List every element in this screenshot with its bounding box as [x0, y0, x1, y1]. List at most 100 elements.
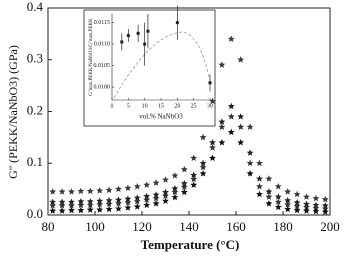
data-point [312, 194, 320, 202]
data-point [96, 197, 104, 204]
data-point [293, 198, 301, 206]
data-point [284, 201, 292, 208]
data-point [218, 123, 226, 130]
data-point [190, 181, 198, 188]
data-point [246, 149, 254, 156]
data-point [199, 159, 207, 167]
data-point [152, 194, 160, 202]
x-tick-label: 200 [320, 219, 340, 234]
data-point [126, 34, 130, 37]
inset-y-tick-label: 0.0110 [94, 41, 110, 47]
data-point [227, 113, 235, 120]
inset-y-tick-label: 0.0115 [94, 20, 110, 26]
data-point [58, 207, 66, 214]
data-point [171, 185, 179, 192]
data-point [209, 144, 216, 151]
data-point [124, 198, 132, 206]
data-point [246, 159, 254, 167]
data-point [152, 179, 160, 186]
data-point [105, 205, 113, 213]
data-point [49, 188, 57, 195]
data-point [58, 188, 66, 195]
y-tick-label: 0.1 [27, 154, 43, 169]
data-point [77, 201, 85, 209]
data-point [120, 40, 124, 44]
data-point [133, 194, 141, 201]
data-point [86, 197, 94, 205]
data-point [152, 191, 160, 198]
data-point [96, 206, 104, 213]
data-point [171, 172, 179, 179]
data-point [152, 200, 160, 207]
data-point [180, 165, 188, 173]
data-point [68, 206, 75, 214]
data-point [86, 206, 94, 213]
y-tick-label: 0.2 [27, 102, 43, 117]
data-point [86, 201, 94, 209]
data-point [115, 185, 122, 193]
data-point [190, 171, 198, 179]
data-point [218, 118, 226, 125]
data-point [208, 81, 212, 85]
data-point [303, 193, 310, 200]
data-point [209, 97, 216, 105]
data-point [274, 203, 282, 211]
inset-frame [83, 9, 216, 127]
data-point [115, 196, 122, 203]
data-point [199, 170, 207, 177]
data-point [49, 207, 57, 214]
data-point [133, 197, 141, 205]
data-point [124, 184, 132, 191]
x-tick-label: 80 [42, 219, 55, 234]
inset-y-tick-label: 0.0100 [94, 84, 111, 90]
data-point [237, 113, 245, 120]
data-point [68, 188, 75, 195]
data-point [227, 35, 235, 42]
data-point [284, 188, 292, 195]
data-point [49, 202, 57, 209]
data-point [162, 176, 169, 183]
y-tick-label: 0.0 [27, 206, 43, 221]
data-point [180, 179, 188, 187]
data-point [96, 201, 104, 208]
x-tick-label: 100 [85, 219, 105, 234]
data-point [284, 196, 292, 204]
inset-x-tick-label: 30 [207, 103, 213, 109]
inset-fit-curve [113, 31, 210, 99]
data-point [49, 198, 57, 205]
data-point [171, 188, 179, 196]
inset-x-title: vol.% NaNbO3 [139, 113, 183, 121]
data-point [171, 193, 179, 201]
data-point [190, 154, 198, 161]
inset-x-tick-label: 20 [174, 103, 180, 109]
data-point [227, 102, 235, 110]
data-point [105, 200, 113, 208]
data-point [199, 133, 207, 141]
data-point [312, 207, 320, 215]
data-point [105, 186, 113, 194]
data-point [105, 196, 113, 204]
data-point [115, 205, 122, 212]
data-point [265, 193, 273, 200]
inset-y-title: G''max,PEKK/NaNbO3/G''max,PEKK [89, 18, 94, 96]
data-point [133, 182, 141, 190]
data-point [175, 21, 179, 25]
x-tick-label: 140 [179, 219, 199, 234]
data-point [143, 196, 151, 203]
data-point [284, 205, 292, 213]
data-point [256, 159, 263, 167]
x-axis-title: Temperature (°C) [141, 237, 240, 252]
inset-x-tick-label: 5 [127, 103, 130, 109]
data-point [237, 123, 245, 130]
data-point [246, 123, 254, 130]
data-point [133, 203, 141, 210]
data-point [256, 182, 263, 190]
inset-x-tick-label: 15 [158, 103, 164, 109]
x-tick-label: 180 [273, 219, 293, 234]
x-tick-label: 160 [226, 219, 246, 234]
y-tick-label: 0.3 [27, 51, 43, 66]
data-point [218, 61, 226, 68]
data-point [96, 187, 104, 194]
data-point [303, 203, 310, 211]
data-point [237, 56, 245, 63]
